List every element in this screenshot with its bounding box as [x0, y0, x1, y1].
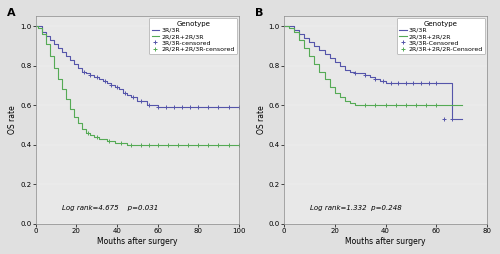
- Y-axis label: OS rate: OS rate: [8, 106, 18, 134]
- Legend: 3R/3R, 2R/2R+2R/3R, 3R/3R-censored, 2R/2R+2R/3R-censored: 3R/3R, 2R/2R+2R/3R, 3R/3R-censored, 2R/2…: [149, 18, 237, 54]
- Text: Log rank=1.332  p=0.248: Log rank=1.332 p=0.248: [310, 205, 402, 211]
- Text: B: B: [256, 8, 264, 18]
- Text: Log rank=4.675    p=0.031: Log rank=4.675 p=0.031: [62, 205, 158, 211]
- X-axis label: Mouths after surgery: Mouths after surgery: [346, 237, 426, 246]
- Legend: 3R/3R, 2R/3R+2R/2R, 3R/3R-Censored, 2R/3R+2R/2R-Censored: 3R/3R, 2R/3R+2R/2R, 3R/3R-Censored, 2R/3…: [396, 18, 486, 54]
- X-axis label: Mouths after surgery: Mouths after surgery: [97, 237, 178, 246]
- Text: A: A: [7, 8, 16, 18]
- Y-axis label: OS rate: OS rate: [256, 106, 266, 134]
